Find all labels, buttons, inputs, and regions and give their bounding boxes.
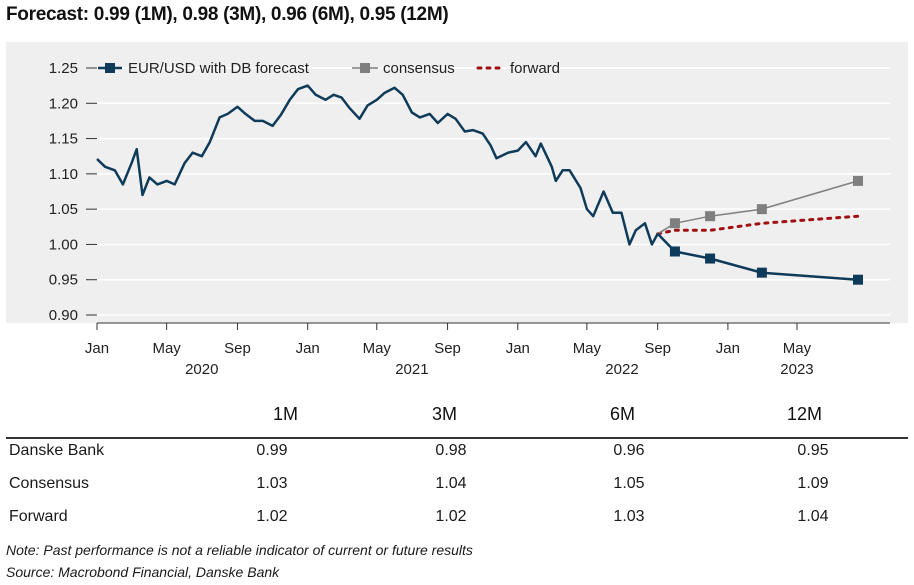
table-cell: 1.03 [613, 508, 645, 525]
table-cell: 1.04 [435, 475, 467, 492]
x-year-label: 2020 [185, 361, 218, 378]
table-cell: 1.03 [256, 475, 288, 492]
forecast-marker [853, 274, 863, 285]
x-tick-label: May [573, 340, 602, 357]
forecast-marker [705, 253, 716, 264]
series-eurusd-history-line [96, 84, 659, 246]
consensus-marker [756, 204, 767, 215]
y-tick-label: 1.10 [49, 166, 78, 183]
legend-label-consensus: consensus [383, 60, 455, 77]
forecast-marker [756, 267, 767, 278]
x-tick-label: Jan [506, 340, 530, 357]
table-cell: 0.96 [613, 442, 645, 459]
x-tick-label: May [783, 340, 812, 357]
chart-title: Forecast: 0.99 (1M), 0.98 (3M), 0.96 (6M… [6, 4, 449, 25]
eurusd-chart: 0.90 0.95 1.00 1.05 1.10 1.15 1.20 1.25 Jan May Se… [6, 42, 908, 378]
x-tick-label: Sep [644, 340, 671, 357]
x-tick-label: May [152, 340, 181, 357]
legend-label-forward: forward [510, 60, 560, 77]
y-tick-label: 1.00 [49, 236, 78, 253]
x-tick-label: Sep [434, 340, 461, 357]
table-cell: 1.09 [797, 475, 829, 492]
series-forward-line [656, 214, 860, 236]
x-tick-label: Jan [296, 340, 320, 357]
table-cell: 1.02 [435, 508, 467, 525]
y-tick-label: 0.95 [49, 272, 78, 289]
y-tick-label: 0.90 [49, 307, 78, 324]
table-cell: 1.02 [256, 508, 288, 525]
col-header-12m: 12M [787, 404, 823, 424]
y-tick-label: 1.25 [49, 60, 78, 77]
table-cell: 0.99 [256, 442, 288, 459]
source-note: Source: Macrobond Financial, Danske Bank [6, 564, 280, 580]
table-cell: 0.95 [797, 442, 829, 459]
row-label-forward: Forward [9, 508, 68, 525]
col-header-6m: 6M [610, 404, 636, 424]
consensus-marker [705, 211, 716, 222]
x-tick-label: Jan [85, 340, 109, 357]
x-tick-label: Jan [716, 340, 740, 357]
x-tick-label: Sep [224, 340, 251, 357]
legend-label-eurusd: EUR/USD with DB forecast [128, 60, 310, 77]
x-year-label: 2021 [395, 361, 428, 378]
table-cell: 0.98 [435, 442, 467, 459]
x-tick-label: May [363, 340, 392, 357]
y-tick-label: 1.15 [49, 131, 78, 148]
disclaimer-note: Note: Past performance is not a reliable… [6, 542, 473, 558]
x-year-label: 2023 [780, 361, 813, 378]
row-label-danske: Danske Bank [9, 442, 105, 459]
row-label-consensus: Consensus [9, 475, 90, 492]
forecast-marker [669, 246, 680, 257]
legend-marker-consensus [360, 63, 370, 73]
col-header-3m: 3M [432, 404, 458, 424]
y-tick-label: 1.20 [49, 95, 78, 112]
consensus-marker [853, 175, 863, 186]
table-cell: 1.04 [797, 508, 829, 525]
consensus-marker [669, 218, 680, 229]
y-tick-label: 1.05 [49, 201, 78, 218]
x-year-label: 2022 [605, 361, 638, 378]
col-header-1m: 1M [273, 404, 299, 424]
table-header-rule [6, 437, 908, 439]
table-cell: 1.05 [613, 475, 645, 492]
legend-marker-eurusd [105, 63, 115, 73]
